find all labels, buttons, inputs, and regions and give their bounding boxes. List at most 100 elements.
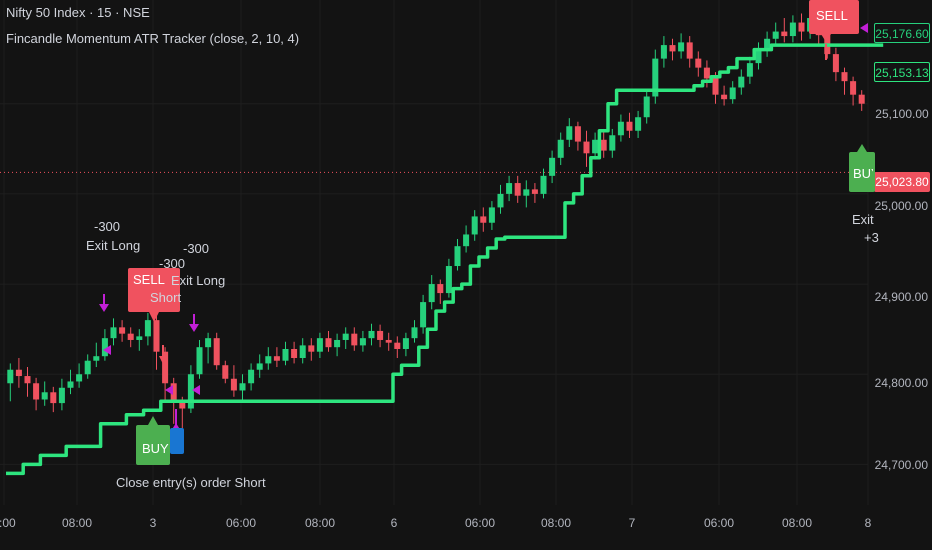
candle-body [850,81,857,95]
candle-body [514,183,521,196]
candle-body [420,302,427,328]
time-tick: 7 [628,516,636,530]
candle-body [858,94,865,104]
candle-body [299,345,306,359]
time-tick: 8:00 [0,516,16,530]
candle-body [592,139,599,154]
buy-signal-box[interactable] [136,425,170,465]
candle-body [359,338,366,346]
price-tick: 25,000.00 [874,199,928,213]
candle-body [445,266,452,294]
candle-body [695,58,702,68]
candle-body [385,339,392,343]
time-tick: 8 [864,516,872,530]
candle-body [686,42,693,59]
entry-marker [192,385,200,395]
time-tick: 06:00 [225,516,257,530]
candle-body [841,72,848,82]
entry-marker [165,385,173,395]
sell-value: -300 [159,256,186,271]
candle-body [256,363,263,370]
candle-body [678,42,685,52]
candle-body [643,96,650,118]
candle-body [729,87,736,100]
candle-body [411,327,418,339]
entry-marker [103,345,111,355]
exit-long-label: Exit Long [86,238,141,253]
candle-body [497,193,504,208]
atr-trail-line [6,43,884,476]
sell-label-right: SELL [816,8,848,23]
candle-body [471,216,478,235]
candle-body [248,369,255,384]
candle-body [764,38,771,50]
sell-pointer [149,312,159,322]
candle-body [136,336,143,340]
candle-body [660,45,667,59]
candle-body [609,135,616,151]
symbol-legend[interactable]: Nifty 50 Index · 15 · NSE [6,5,150,20]
buy-order-flag [170,428,184,454]
candle-body [334,339,341,348]
sell-signal-box[interactable] [128,268,180,312]
candle-body [703,67,710,79]
exit-long-value-2: -300 [183,241,210,256]
time-tick: 3 [149,516,157,530]
candle-body [832,54,839,73]
candle-body [58,387,65,404]
candle-body [325,338,332,348]
candle-body [213,338,220,366]
entry-marker [860,23,868,33]
candle-body [239,383,246,391]
candle-body [153,320,160,352]
candle-body [351,333,358,346]
exit-label-right: Exit [852,212,874,227]
candle-body [15,369,22,377]
candle-body [480,216,487,223]
candle-body [101,338,108,357]
candle-body [368,330,375,339]
candle-body [144,320,151,337]
candle-body [230,378,237,391]
indicator-legend[interactable]: Fincandle Momentum ATR Tracker (close, 2… [6,31,300,46]
buy-pointer [148,416,158,425]
candle-body [291,348,298,359]
time-tick: 08:00 [540,516,572,530]
candle-body [93,356,100,361]
candle-body [196,347,203,375]
candle-body [7,369,14,384]
price-tick: 24,800.00 [874,376,928,390]
candle-body [557,139,564,158]
trail-price-tag: 25,153.13 [874,62,930,82]
candle-body [506,183,513,194]
buy-pointer-right [857,144,867,152]
candle-body [428,284,435,303]
candle-body [316,338,323,352]
candle-body [488,207,495,223]
price-tick: 24,700.00 [874,458,928,472]
candle-body [84,360,91,375]
buy-signal-box-right[interactable] [849,152,875,192]
candle-body [463,234,470,247]
candle-body [746,63,753,77]
time-tick: 6 [390,516,398,530]
candle-body [755,49,762,64]
price-tick: 24,900.00 [874,290,928,304]
candle-body [772,31,779,39]
candle-body [162,351,169,384]
candle-body [308,345,315,352]
candle-body [265,356,272,364]
time-tick: 08:00 [304,516,336,530]
candle-body [394,342,401,349]
candle-body [798,22,805,32]
candle-body [187,374,194,409]
candle-body [402,338,409,349]
time-tick: 06:00 [703,516,735,530]
candle-body [127,333,134,340]
candle-body [531,189,538,194]
sell-signal-box-right[interactable] [809,0,859,34]
candle-body [110,327,117,339]
candle-body [669,45,676,52]
